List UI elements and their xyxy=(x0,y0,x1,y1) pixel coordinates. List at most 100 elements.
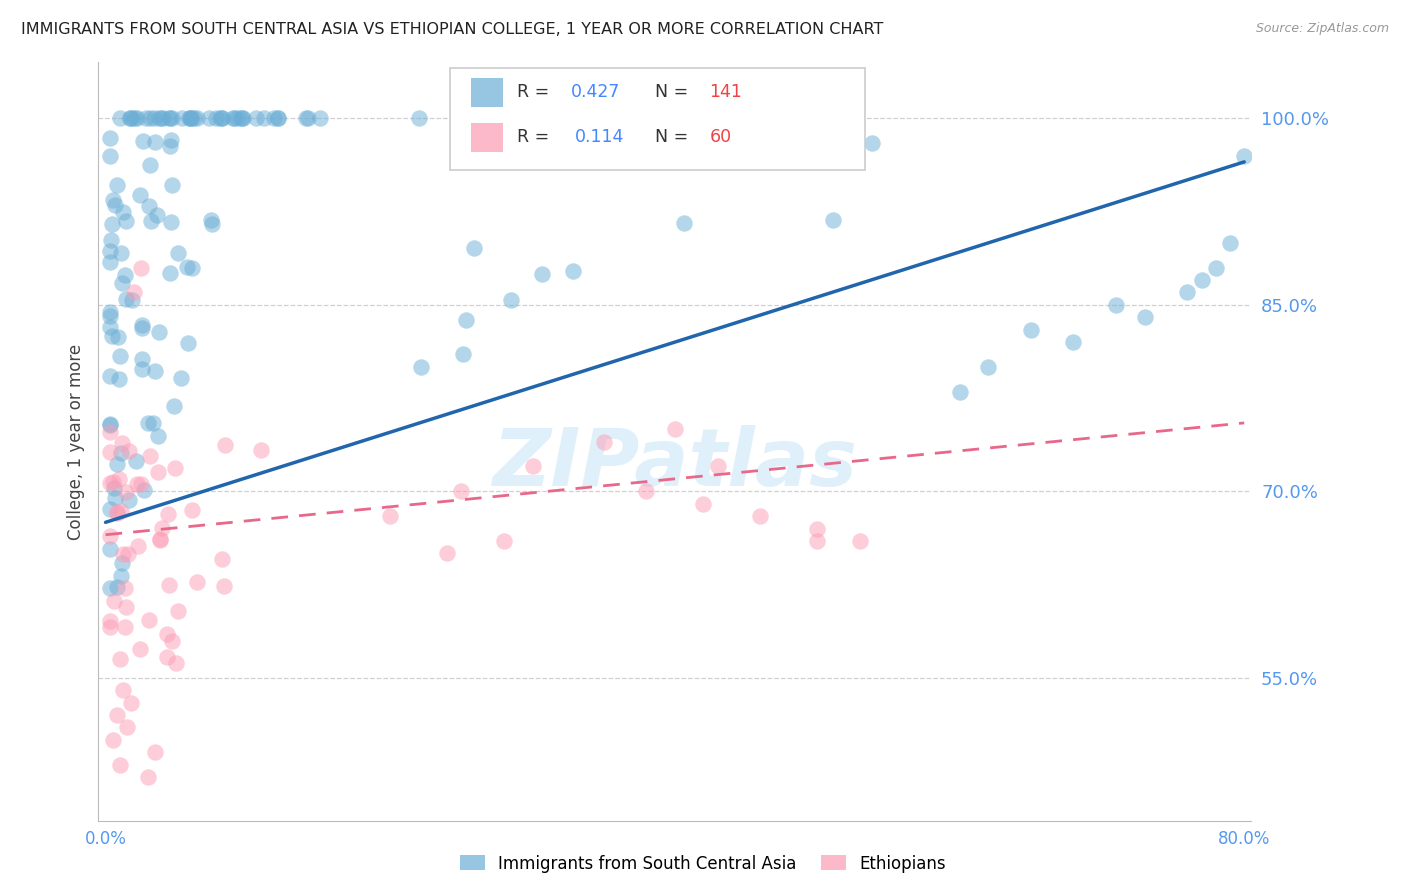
Point xyxy=(267,112,290,126)
Point xyxy=(110,652,132,666)
Point xyxy=(129,477,152,491)
Point xyxy=(186,112,208,126)
Point xyxy=(129,260,152,275)
Point xyxy=(664,422,686,436)
Point xyxy=(100,233,122,247)
Point xyxy=(98,244,121,259)
Point xyxy=(159,138,181,153)
Point xyxy=(675,151,697,165)
Point xyxy=(451,347,474,361)
Point xyxy=(122,285,145,300)
Point xyxy=(138,199,160,213)
Point xyxy=(127,476,149,491)
Point xyxy=(749,509,772,524)
Point xyxy=(167,246,190,260)
Point xyxy=(186,575,208,590)
Point xyxy=(200,212,222,227)
Point xyxy=(1133,310,1156,325)
Point xyxy=(280,832,302,847)
Point xyxy=(222,112,245,126)
Point xyxy=(135,112,157,126)
Point xyxy=(108,112,131,126)
Point xyxy=(105,505,128,519)
Point xyxy=(179,112,201,126)
Point xyxy=(101,732,124,747)
Point xyxy=(148,112,170,126)
Point xyxy=(180,502,202,516)
Point xyxy=(160,633,183,648)
Point xyxy=(111,276,134,290)
Point xyxy=(128,642,150,657)
Point xyxy=(98,581,121,595)
Point xyxy=(103,491,125,505)
Point xyxy=(211,112,233,126)
Point xyxy=(821,212,844,227)
Point xyxy=(159,266,181,280)
Point xyxy=(139,112,162,126)
Point xyxy=(1019,323,1042,337)
Point xyxy=(1191,273,1213,287)
Point xyxy=(149,112,172,126)
Point xyxy=(98,425,121,439)
Point xyxy=(636,484,658,499)
Point xyxy=(796,136,818,151)
Point xyxy=(108,757,131,772)
Point xyxy=(125,112,148,126)
Point xyxy=(457,136,479,151)
Text: ZIPatlas: ZIPatlas xyxy=(492,425,858,503)
Point xyxy=(107,330,129,344)
Point xyxy=(136,770,159,784)
Point xyxy=(180,112,202,126)
Point xyxy=(146,466,169,480)
Point xyxy=(463,241,485,255)
Text: 0.114: 0.114 xyxy=(575,128,624,146)
Point xyxy=(98,255,121,269)
Point xyxy=(115,720,138,734)
Point xyxy=(501,293,523,308)
Point xyxy=(1219,235,1241,250)
Point xyxy=(114,268,136,283)
Point xyxy=(793,136,815,151)
Point xyxy=(152,112,174,126)
Text: 141: 141 xyxy=(710,83,742,101)
Point xyxy=(98,131,121,145)
Point xyxy=(180,261,202,276)
Point xyxy=(132,483,155,498)
Point xyxy=(105,708,128,723)
Point xyxy=(98,614,121,628)
Point xyxy=(98,529,121,543)
Point xyxy=(297,112,319,126)
Point xyxy=(98,620,121,634)
Point xyxy=(139,214,162,228)
Point xyxy=(98,417,121,431)
Point xyxy=(177,336,200,351)
Point xyxy=(1205,260,1227,275)
Point xyxy=(98,149,121,163)
Point xyxy=(163,399,186,413)
FancyBboxPatch shape xyxy=(450,68,865,170)
Point xyxy=(157,578,180,592)
Point xyxy=(103,481,125,495)
Point xyxy=(110,435,132,450)
Text: IMMIGRANTS FROM SOUTH CENTRAL ASIA VS ETHIOPIAN COLLEGE, 1 YEAR OR MORE CORRELAT: IMMIGRANTS FROM SOUTH CENTRAL ASIA VS ET… xyxy=(21,22,883,37)
Point xyxy=(177,112,200,126)
Point xyxy=(103,475,125,490)
Point xyxy=(1233,149,1256,163)
Point xyxy=(111,556,134,570)
Point xyxy=(142,416,165,430)
Point xyxy=(214,579,236,593)
Point xyxy=(121,112,143,126)
Point xyxy=(159,112,181,126)
Point xyxy=(183,112,205,126)
Point xyxy=(211,112,233,126)
Point xyxy=(225,112,247,126)
Point xyxy=(163,460,186,475)
Point xyxy=(160,178,183,193)
Point xyxy=(105,506,128,520)
Text: Source: ZipAtlas.com: Source: ZipAtlas.com xyxy=(1256,22,1389,36)
Point xyxy=(98,444,121,458)
Point xyxy=(98,369,121,384)
Point xyxy=(104,198,127,212)
Point xyxy=(115,484,138,499)
Point xyxy=(197,112,219,126)
